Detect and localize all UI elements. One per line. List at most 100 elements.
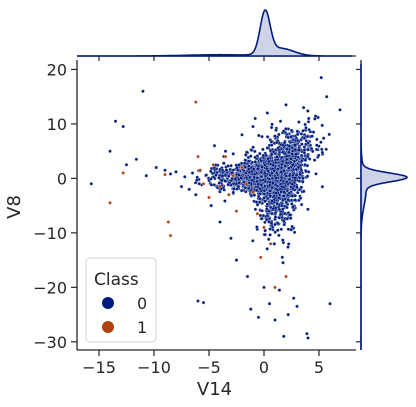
point-class-0 [275, 155, 279, 159]
point-class-0 [220, 168, 225, 173]
point-class-0 [286, 245, 290, 249]
point-class-0 [272, 169, 277, 173]
point-class-0 [237, 173, 241, 177]
point-class-0 [262, 196, 266, 200]
point-class-0 [306, 116, 311, 121]
point-class-0 [305, 134, 310, 139]
point-class-0 [289, 156, 293, 161]
point-class-0 [220, 174, 225, 178]
point-class-0 [218, 189, 222, 194]
point-class-0 [279, 184, 284, 189]
point-class-0 [281, 238, 285, 242]
point-class-0 [295, 138, 300, 143]
point-class-0 [299, 132, 304, 136]
point-class-0 [232, 187, 236, 191]
point-class-0 [174, 170, 178, 174]
point-class-0 [222, 161, 226, 165]
point-class-0 [291, 167, 296, 172]
point-class-0 [259, 182, 264, 187]
point-class-0 [240, 133, 244, 137]
point-class-0 [286, 135, 290, 140]
point-class-0 [249, 169, 254, 174]
point-class-1 [168, 233, 173, 238]
point-class-1 [262, 225, 266, 230]
point-class-0 [261, 147, 265, 152]
point-class-0 [286, 198, 290, 202]
point-class-0 [314, 172, 318, 176]
point-class-0 [282, 222, 286, 227]
point-class-0 [305, 331, 309, 336]
point-class-0 [230, 170, 234, 175]
y-tick-label: 20 [47, 60, 67, 79]
point-class-0 [252, 172, 257, 177]
point-class-0 [290, 152, 294, 156]
point-class-0 [290, 194, 295, 198]
point-class-0 [284, 154, 289, 158]
point-class-0 [223, 173, 228, 178]
point-class-0 [274, 176, 279, 180]
point-class-0 [293, 143, 297, 147]
point-class-0 [301, 180, 305, 184]
point-class-0 [194, 192, 198, 197]
point-class-0 [279, 162, 284, 167]
y-tick-label: −20 [33, 278, 67, 297]
point-class-0 [293, 176, 297, 180]
point-class-0 [286, 166, 291, 170]
point-class-1 [198, 168, 202, 172]
point-class-0 [276, 228, 280, 232]
point-class-0 [233, 176, 238, 181]
point-class-0 [277, 132, 281, 137]
point-class-0 [195, 178, 199, 183]
point-class-0 [298, 172, 302, 177]
point-class-0 [252, 149, 257, 154]
point-class-1 [251, 190, 255, 194]
point-class-0 [253, 116, 257, 121]
point-class-0 [246, 186, 251, 191]
top-marginal-kde [77, 9, 356, 61]
point-class-0 [270, 199, 274, 203]
point-class-0 [279, 175, 284, 180]
point-class-0 [267, 177, 272, 182]
point-class-0 [307, 157, 312, 161]
point-class-0 [282, 211, 287, 216]
point-class-0 [256, 167, 260, 171]
point-class-0 [243, 165, 248, 169]
point-class-0 [243, 158, 247, 162]
point-class-0 [262, 285, 266, 290]
point-class-0 [231, 190, 236, 195]
point-class-0 [315, 137, 319, 142]
point-class-0 [163, 168, 167, 172]
point-class-0 [277, 150, 282, 155]
point-class-0 [265, 207, 269, 211]
point-class-0 [301, 129, 305, 133]
point-class-0 [265, 202, 270, 207]
point-class-0 [320, 150, 325, 155]
point-class-0 [258, 197, 262, 201]
point-class-0 [287, 173, 292, 178]
point-class-0 [320, 184, 325, 189]
point-class-0 [281, 260, 285, 265]
top-marginal-density [77, 9, 352, 57]
point-class-0 [289, 227, 293, 232]
point-class-0 [234, 258, 239, 262]
point-class-0 [258, 213, 263, 218]
point-class-0 [247, 164, 251, 168]
point-class-0 [306, 141, 310, 145]
point-class-0 [268, 233, 272, 237]
point-class-0 [285, 157, 289, 162]
point-class-0 [251, 239, 255, 243]
point-class-0 [270, 171, 274, 175]
point-class-0 [281, 143, 285, 147]
point-class-0 [121, 124, 125, 129]
point-class-1 [223, 154, 228, 159]
point-class-0 [306, 147, 310, 152]
point-class-0 [226, 174, 231, 178]
point-class-0 [255, 176, 260, 180]
point-class-0 [154, 165, 158, 170]
point-class-0 [253, 155, 257, 160]
point-class-0 [271, 163, 275, 167]
point-class-0 [231, 152, 235, 156]
point-class-0 [263, 174, 268, 178]
point-class-0 [239, 188, 244, 193]
